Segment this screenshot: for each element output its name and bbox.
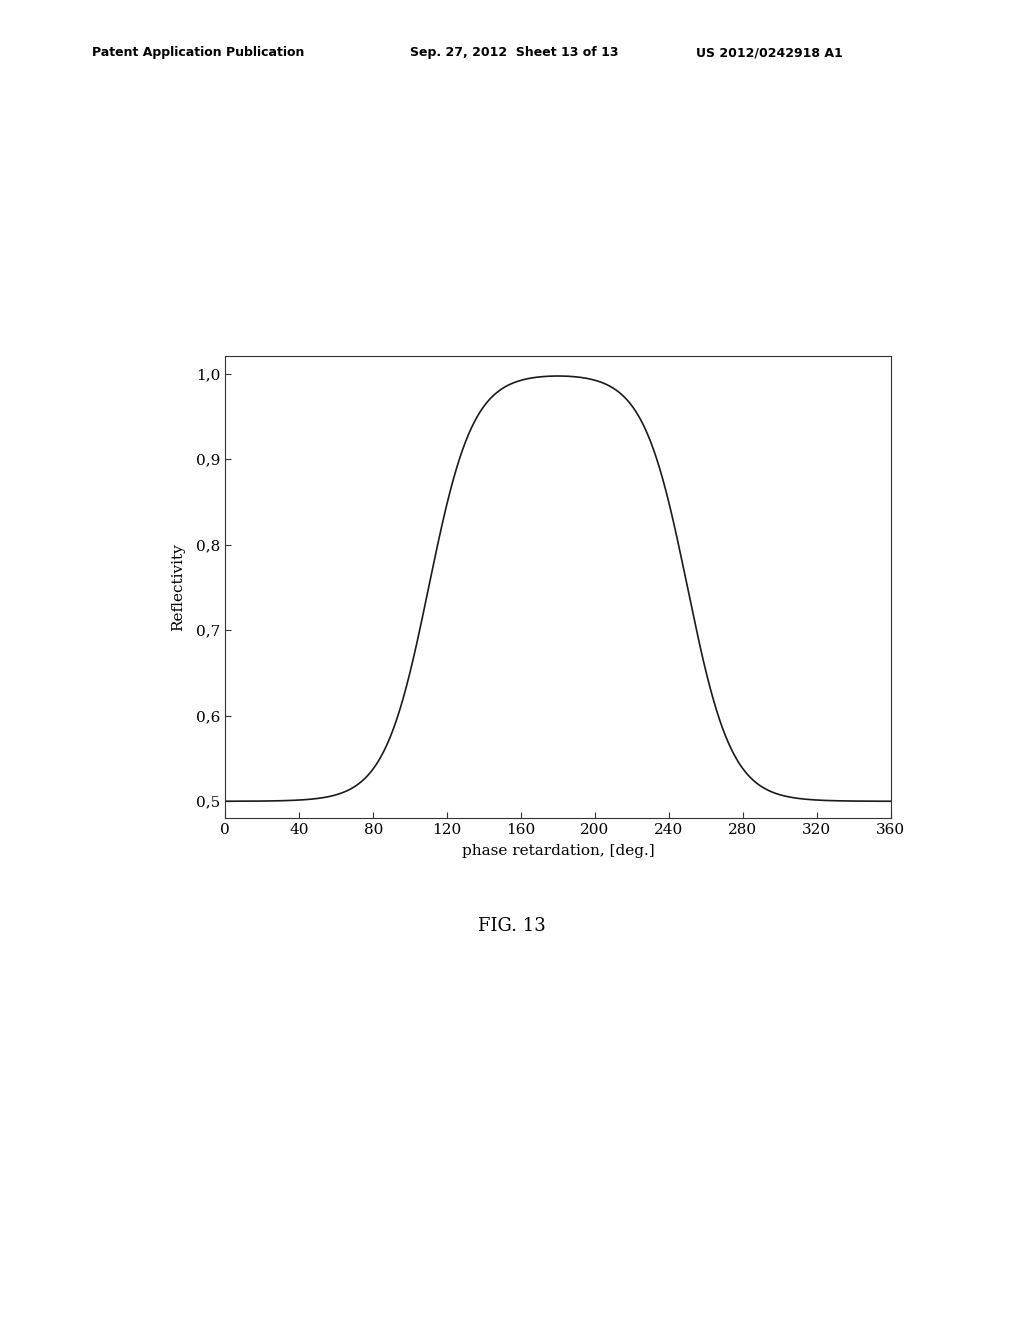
Text: US 2012/0242918 A1: US 2012/0242918 A1 bbox=[696, 46, 843, 59]
Text: FIG. 13: FIG. 13 bbox=[478, 917, 546, 936]
X-axis label: phase retardation, [deg.]: phase retardation, [deg.] bbox=[462, 845, 654, 858]
Y-axis label: Reflectivity: Reflectivity bbox=[171, 544, 185, 631]
Text: Patent Application Publication: Patent Application Publication bbox=[92, 46, 304, 59]
Text: Sep. 27, 2012  Sheet 13 of 13: Sep. 27, 2012 Sheet 13 of 13 bbox=[410, 46, 618, 59]
